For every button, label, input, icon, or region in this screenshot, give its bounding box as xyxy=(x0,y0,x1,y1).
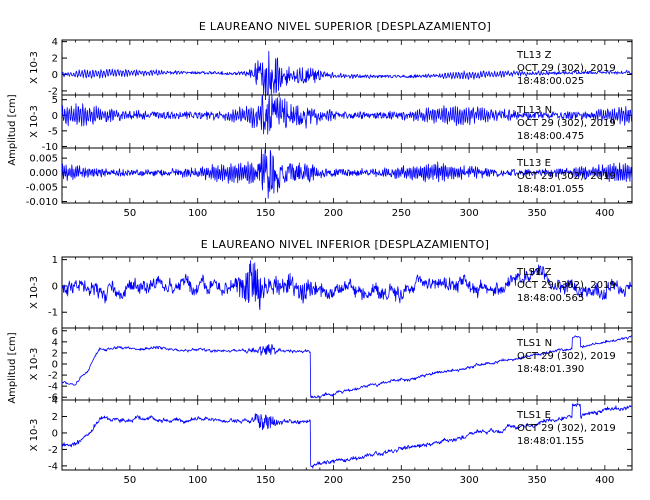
x-tick-label: 200 xyxy=(324,208,343,219)
superior-panel-2-time-label: 18:48:00.475 xyxy=(517,131,584,142)
y-tick-label: -10 xyxy=(42,142,58,153)
inferior-panel-3: 4 2 0 -2 -4 X 10-3 TLS1 E OCT 29 (302), 2019 18:… xyxy=(29,396,633,472)
superior-panel-1-time-label: 18:48:00.025 xyxy=(517,76,584,87)
y-tick-label: 4 xyxy=(52,37,58,48)
y-tick-label: -6 xyxy=(48,393,58,404)
y-tick-label: -0.010 xyxy=(26,197,58,208)
y-tick-label: 4 xyxy=(52,337,58,348)
inferior-panel-1-trace xyxy=(61,260,633,311)
x-tick-label: 300 xyxy=(460,475,479,486)
y-tick-label: 0 xyxy=(52,111,58,122)
chart-title-inferior: E LAUREANO NIVEL INFERIOR [DESPLAZAMIENT… xyxy=(201,238,489,251)
y-tick-label: 4 xyxy=(52,396,58,407)
x-tick-label: 250 xyxy=(392,475,411,486)
y-tick-label: 2 xyxy=(52,54,58,65)
y-axis-label-superior: Amplitud [cm] xyxy=(7,94,18,165)
inferior-panel-2-channel-label: TLS1 N xyxy=(516,338,552,349)
y-tick-label: -2 xyxy=(48,445,58,456)
chart-superior: 4 2 0 -2 X 10-3 TL13 Z OCT 29 (302), 2019 18:48… xyxy=(26,37,633,219)
y-tick-label: -1 xyxy=(48,308,58,319)
y-tick-label: 0.000 xyxy=(29,168,58,179)
inferior-panel-3-trace xyxy=(61,402,633,469)
y-tick-label: 2 xyxy=(52,348,58,359)
y-tick-label: 6 xyxy=(52,326,58,337)
inferior-panel-3-channel-label: TLS1 E xyxy=(516,410,551,421)
superior-panel-3-trace xyxy=(61,148,633,199)
y-tick-label: -2 xyxy=(48,86,58,97)
x-tick-label: 50 xyxy=(123,475,136,486)
superior-panel-1: 4 2 0 -2 X 10-3 TL13 Z OCT 29 (302), 2019 18:48… xyxy=(29,37,633,97)
y-tick-label: 0 xyxy=(52,281,58,292)
y-axis-label-inferior: Amplitud [cm] xyxy=(7,332,18,403)
x-tick-label: 150 xyxy=(256,475,275,486)
x-tick-label: 350 xyxy=(527,475,546,486)
y-tick-label: -2 xyxy=(48,371,58,382)
x-tick-label: 400 xyxy=(595,208,614,219)
x-tick-label: 200 xyxy=(324,475,343,486)
inferior-panel-2-trace xyxy=(61,335,633,399)
superior-panel-3-channel-label: TL13 E xyxy=(516,158,551,169)
superior-panel-1-trace xyxy=(61,50,633,95)
inferior-panel-3-date-label: OCT 29 (302), 2019 xyxy=(517,423,616,434)
superior-panel-3: 0.005 0.000 -0.005 -0.010 TL13 E OCT 29 (302)… xyxy=(26,147,633,208)
x-tick-label: 100 xyxy=(188,475,207,486)
chart-inferior: 1 0 -1 X 10-3 TLS1 Z OCT 29 (302), 2019 18:48:… xyxy=(29,255,633,486)
superior-panel-3-time-label: 18:48:01.055 xyxy=(517,184,584,195)
y-tick-label: -0.005 xyxy=(26,183,58,194)
superior-panel-1-scale-label: X 10-3 xyxy=(29,51,40,84)
superior-panel-3-date-label: OCT 29 (302), 2019 xyxy=(517,171,616,182)
superior-panel-2-trace xyxy=(61,95,633,135)
y-tick-label: -4 xyxy=(48,382,58,393)
x-tick-label: 400 xyxy=(595,475,614,486)
inferior-panel-1-channel-label: TLS1 Z xyxy=(516,267,552,278)
x-tick-label: 300 xyxy=(460,208,479,219)
x-tick-label: 350 xyxy=(527,208,546,219)
superior-panel-1-channel-label: TL13 Z xyxy=(516,50,552,61)
x-tick-label: 100 xyxy=(188,208,207,219)
inferior-panel-3-scale-label: X 10-3 xyxy=(29,419,40,452)
x-tick-label: 50 xyxy=(123,208,136,219)
inferior-panel-2-date-label: OCT 29 (302), 2019 xyxy=(517,351,616,362)
y-tick-label: 0.005 xyxy=(29,154,58,165)
inferior-panel-3-time-label: 18:48:01.155 xyxy=(517,436,584,447)
superior-panel-1-date-label: OCT 29 (302), 2019 xyxy=(517,63,616,74)
superior-panel-2-channel-label: TL13 N xyxy=(516,105,552,116)
superior-panel-2-date-label: OCT 29 (302), 2019 xyxy=(517,118,616,129)
chart-title-superior: E LAUREANO NIVEL SUPERIOR [DESPLAZAMIENT… xyxy=(199,20,491,33)
inferior-panel-1-scale-label: X 10-3 xyxy=(29,276,40,309)
y-tick-label: 1 xyxy=(52,255,58,266)
y-tick-label: -5 xyxy=(48,126,58,137)
y-tick-label: 2 xyxy=(52,412,58,423)
superior-panel-2-scale-label: X 10-3 xyxy=(29,105,40,138)
inferior-panel-1-date-label: OCT 29 (302), 2019 xyxy=(517,280,616,291)
inferior-panel-1-time-label: 18:48:00.565 xyxy=(517,293,584,304)
y-tick-label: 0 xyxy=(52,70,58,81)
y-tick-label: 0 xyxy=(52,360,58,371)
x-tick-label: 150 xyxy=(256,208,275,219)
inferior-panel-2-scale-label: X 10-3 xyxy=(29,348,40,381)
x-tick-label: 250 xyxy=(392,208,411,219)
y-tick-label: 5 xyxy=(52,95,58,106)
y-tick-label: -4 xyxy=(48,461,58,472)
inferior-panel-2-time-label: 18:48:01.390 xyxy=(517,364,584,375)
y-tick-label: 0 xyxy=(52,428,58,439)
